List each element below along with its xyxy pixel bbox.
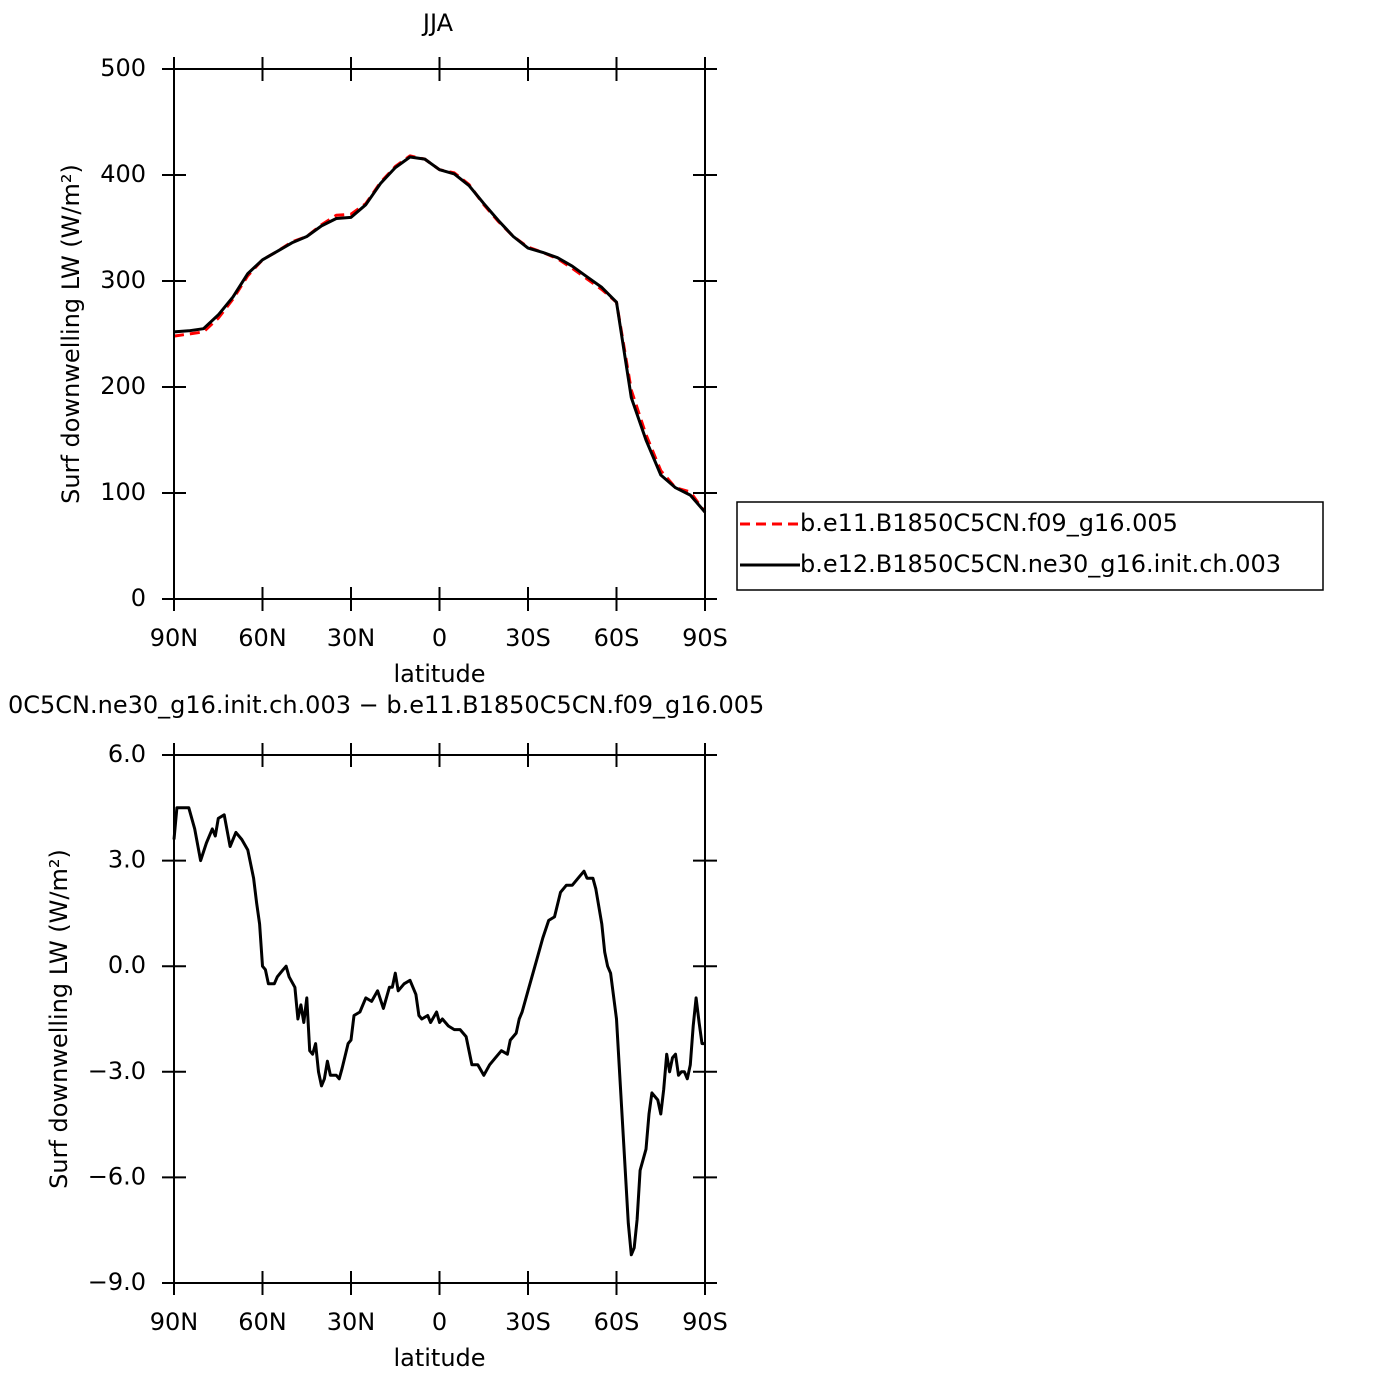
x-tick-label: 30S — [505, 1308, 551, 1336]
x-axis-label: latitude — [393, 660, 485, 688]
y-tick-label: 100 — [100, 478, 146, 506]
legend-label: b.e11.B1850C5CN.f09_g16.005 — [800, 509, 1178, 537]
y-tick-label: 200 — [100, 372, 146, 400]
x-axis-label: latitude — [393, 1344, 485, 1372]
y-tick-label: −9.0 — [88, 1268, 146, 1296]
x-tick-label: 30N — [327, 1308, 376, 1336]
legend-label: b.e12.B1850C5CN.ne30_g16.init.ch.003 — [800, 550, 1281, 578]
plot-frame — [173, 68, 706, 600]
x-tick-label: 90N — [150, 624, 199, 652]
y-tick-label: 300 — [100, 266, 146, 294]
x-tick-label: 0 — [432, 1308, 447, 1336]
y-tick-label: 0.0 — [108, 951, 146, 979]
y-axis-label: Surf downwelling LW (W/m²) — [45, 849, 73, 1189]
x-tick-label: 60N — [238, 1308, 287, 1336]
chart-title: JJA — [421, 9, 454, 37]
x-tick-label: 0 — [432, 624, 447, 652]
x-tick-label: 60S — [594, 624, 640, 652]
y-axis-label: Surf downwelling LW (W/m²) — [57, 164, 85, 504]
chart-title: 0C5CN.ne30_g16.init.ch.003 − b.e11.B1850… — [8, 691, 764, 719]
x-tick-label: 60S — [594, 1308, 640, 1336]
plot-frame — [173, 754, 706, 1284]
x-tick-label: 60N — [238, 624, 287, 652]
y-tick-label: 400 — [100, 160, 146, 188]
data-line — [173, 154, 707, 513]
x-tick-label: 90N — [150, 1308, 199, 1336]
x-tick-label: 90S — [682, 1308, 728, 1336]
y-tick-label: 6.0 — [108, 740, 146, 768]
y-tick-label: 0 — [131, 584, 146, 612]
data-line — [172, 806, 705, 1257]
y-tick-label: −3.0 — [88, 1057, 146, 1085]
legend-box — [736, 501, 1324, 591]
y-tick-label: −6.0 — [88, 1162, 146, 1190]
y-tick-label: 3.0 — [108, 846, 146, 874]
x-tick-label: 30S — [505, 624, 551, 652]
x-tick-label: 30N — [327, 624, 376, 652]
y-tick-label: 500 — [100, 54, 146, 82]
x-tick-label: 90S — [682, 624, 728, 652]
data-line — [173, 155, 707, 514]
